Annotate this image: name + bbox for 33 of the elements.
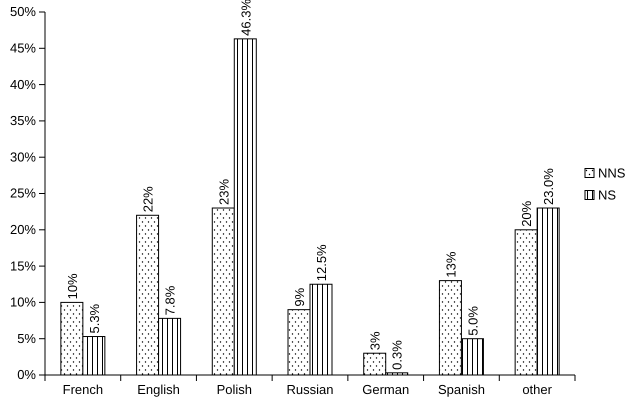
y-tick-label: 20% bbox=[10, 222, 36, 237]
data-label: 13% bbox=[443, 251, 458, 278]
legend-label: NS bbox=[598, 188, 616, 202]
x-tick-label: Spanish bbox=[438, 382, 485, 398]
y-tick-label: 10% bbox=[10, 294, 36, 310]
data-label: 0.3% bbox=[390, 340, 405, 370]
y-tick-label: 45% bbox=[10, 40, 36, 56]
y-tick-label: 0% bbox=[17, 367, 36, 382]
y-tick-label: 40% bbox=[10, 76, 36, 92]
data-label: 9% bbox=[292, 287, 307, 307]
x-tick-label: Polish bbox=[216, 382, 252, 398]
data-label: 10% bbox=[64, 272, 80, 300]
data-label: 23.0% bbox=[541, 168, 556, 206]
data-label: 12.5% bbox=[314, 244, 329, 282]
data-label: 5.3% bbox=[86, 303, 102, 334]
data-label: 23% bbox=[216, 178, 232, 206]
x-tick-label: other bbox=[522, 382, 553, 398]
data-label: 3% bbox=[368, 330, 383, 350]
x-tick-label: English bbox=[137, 382, 180, 398]
data-label: 7.8% bbox=[162, 285, 178, 316]
x-tick-label: Russian bbox=[286, 382, 334, 398]
y-tick-label: 30% bbox=[10, 149, 36, 164]
x-tick-label: German bbox=[362, 382, 410, 398]
data-label: 5.0% bbox=[465, 306, 480, 336]
y-tick-label: 25% bbox=[10, 186, 36, 201]
x-tick-label: French bbox=[62, 382, 104, 398]
data-label: 22% bbox=[140, 186, 156, 212]
legend-label: NNS bbox=[598, 166, 626, 180]
data-label: 20% bbox=[519, 200, 534, 227]
y-tick-label: 15% bbox=[10, 258, 36, 274]
y-tick-label: 50% bbox=[10, 4, 36, 20]
y-tick-label: 5% bbox=[17, 330, 36, 346]
y-tick-label: 35% bbox=[10, 113, 36, 128]
